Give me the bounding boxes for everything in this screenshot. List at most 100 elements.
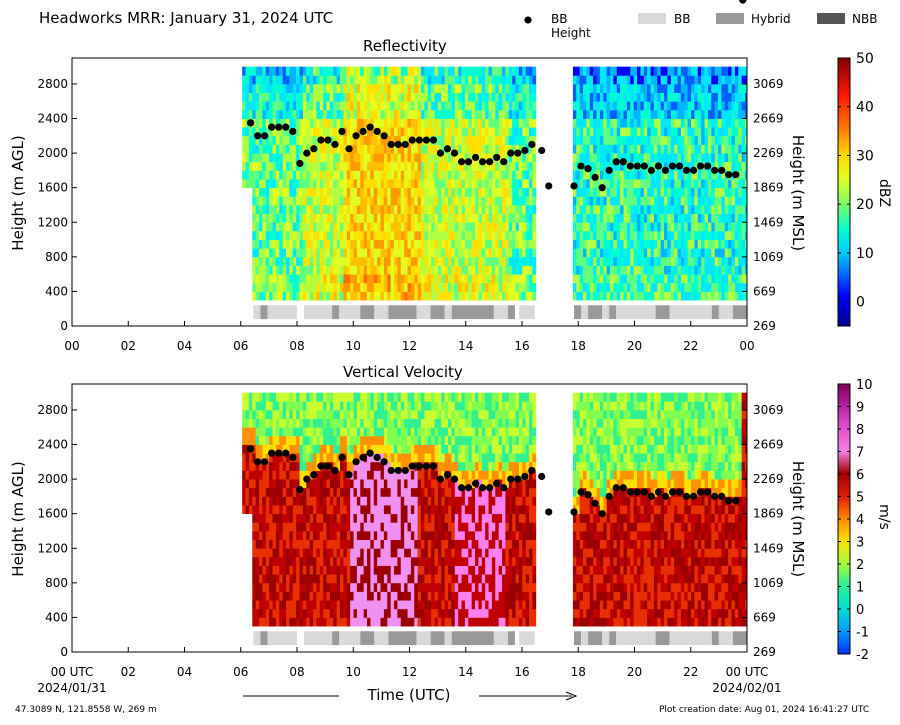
heatmap-cell	[505, 92, 510, 102]
heatmap-cell	[697, 291, 702, 301]
heatmap-cell	[718, 75, 722, 85]
heatmap-cell	[309, 513, 314, 523]
heatmap-cell	[603, 118, 608, 128]
heatmap-cell	[360, 496, 365, 506]
heatmap-cell	[272, 565, 277, 575]
heatmap-cell	[427, 127, 432, 137]
heatmap-cell	[647, 230, 651, 240]
heatmap-cell	[525, 265, 530, 275]
heatmap-cell	[572, 161, 577, 171]
heatmap-cell	[488, 66, 493, 76]
heatmap-cell	[468, 282, 473, 292]
heatmap-cell	[711, 282, 716, 292]
heatmap-cell	[343, 75, 348, 85]
heatmap-cell	[383, 470, 388, 480]
heatmap-cell	[346, 282, 351, 292]
heatmap-cell	[275, 565, 280, 575]
heatmap-cell	[664, 282, 668, 292]
heatmap-cell	[279, 135, 284, 145]
heatmap-cell	[667, 256, 672, 266]
heatmap-cell	[252, 179, 257, 189]
heatmap-cell	[383, 274, 388, 284]
heatmap-cell	[346, 530, 351, 541]
heatmap-cell	[680, 118, 685, 128]
heatmap-cell	[279, 109, 284, 119]
heatmap-cell	[711, 291, 716, 301]
heatmap-cell	[313, 265, 317, 275]
heatmap-cell	[643, 118, 648, 128]
heatmap-cell	[282, 179, 287, 189]
heatmap-cell	[468, 83, 473, 93]
bb-height-point	[394, 140, 402, 149]
heatmap-cell	[306, 591, 311, 601]
heatmap-cell	[572, 66, 577, 76]
heatmap-cell	[299, 461, 304, 471]
heatmap-cell	[437, 101, 442, 111]
heatmap-cell	[667, 153, 672, 163]
heatmap-cell	[495, 196, 500, 206]
heatmap-cell	[596, 75, 601, 85]
heatmap-cell	[718, 127, 722, 137]
heatmap-cell	[292, 522, 297, 532]
heatmap-cell	[431, 66, 435, 76]
heatmap-cell	[400, 83, 405, 93]
heatmap-cell	[444, 213, 449, 223]
heatmap-cell	[687, 291, 692, 301]
heatmap-cell	[350, 617, 354, 627]
heatmap-cell	[623, 153, 628, 163]
heatmap-cell	[718, 118, 722, 128]
heatmap-cell	[610, 248, 614, 258]
heatmap-cell	[343, 144, 348, 154]
heatmap-cell	[532, 161, 537, 171]
heatmap-cell	[373, 392, 378, 402]
heatmap-cell	[596, 274, 601, 284]
heatmap-cell	[370, 556, 375, 566]
heatmap-cell	[718, 66, 722, 76]
heatmap-cell	[367, 470, 371, 480]
heatmap-cell	[633, 239, 638, 249]
heatmap-cell	[421, 230, 425, 240]
heatmap-cell	[461, 170, 466, 180]
heatmap-cell	[350, 574, 354, 584]
heatmap-cell	[579, 222, 584, 232]
heatmap-cell	[326, 574, 331, 584]
heatmap-cell	[255, 161, 260, 171]
heatmap-cell	[367, 435, 371, 445]
heatmap-cell	[380, 144, 385, 154]
heatmap-cell	[697, 83, 702, 93]
heatmap-cell	[724, 248, 729, 258]
heatmap-cell	[718, 161, 722, 171]
heatmap-cell	[441, 144, 446, 154]
heatmap-cell	[350, 196, 354, 206]
heatmap-cell	[481, 282, 486, 292]
heatmap-cell	[481, 222, 486, 232]
heatmap-cell	[387, 513, 392, 523]
heatmap-cell	[458, 153, 462, 163]
heatmap-cell	[410, 291, 415, 301]
heatmap-cell	[336, 248, 341, 258]
heatmap-cell	[529, 170, 533, 180]
heatmap-cell	[660, 127, 665, 137]
heatmap-cell	[383, 617, 388, 627]
heatmap-cell	[350, 256, 354, 266]
heatmap-cell	[262, 453, 267, 463]
heatmap-cell	[427, 196, 432, 206]
heatmap-cell	[603, 153, 608, 163]
heatmap-cell	[610, 75, 614, 85]
heatmap-cell	[242, 66, 246, 76]
heatmap-cell	[481, 83, 486, 93]
heatmap-cell	[485, 118, 489, 128]
heatmap-cell	[346, 418, 351, 428]
bb-type-segment	[253, 305, 261, 320]
heatmap-cell	[336, 487, 341, 497]
heatmap-cell	[448, 92, 452, 102]
heatmap-cell	[302, 409, 307, 419]
heatmap-cell	[579, 265, 584, 275]
bb-type-segment	[339, 305, 361, 320]
heatmap-cell	[670, 282, 675, 292]
heatmap-cell	[427, 239, 432, 249]
heatmap-cell	[674, 83, 678, 93]
heatmap-cell	[701, 222, 705, 232]
heatmap-cell	[302, 591, 307, 601]
heatmap-cell	[282, 453, 287, 463]
